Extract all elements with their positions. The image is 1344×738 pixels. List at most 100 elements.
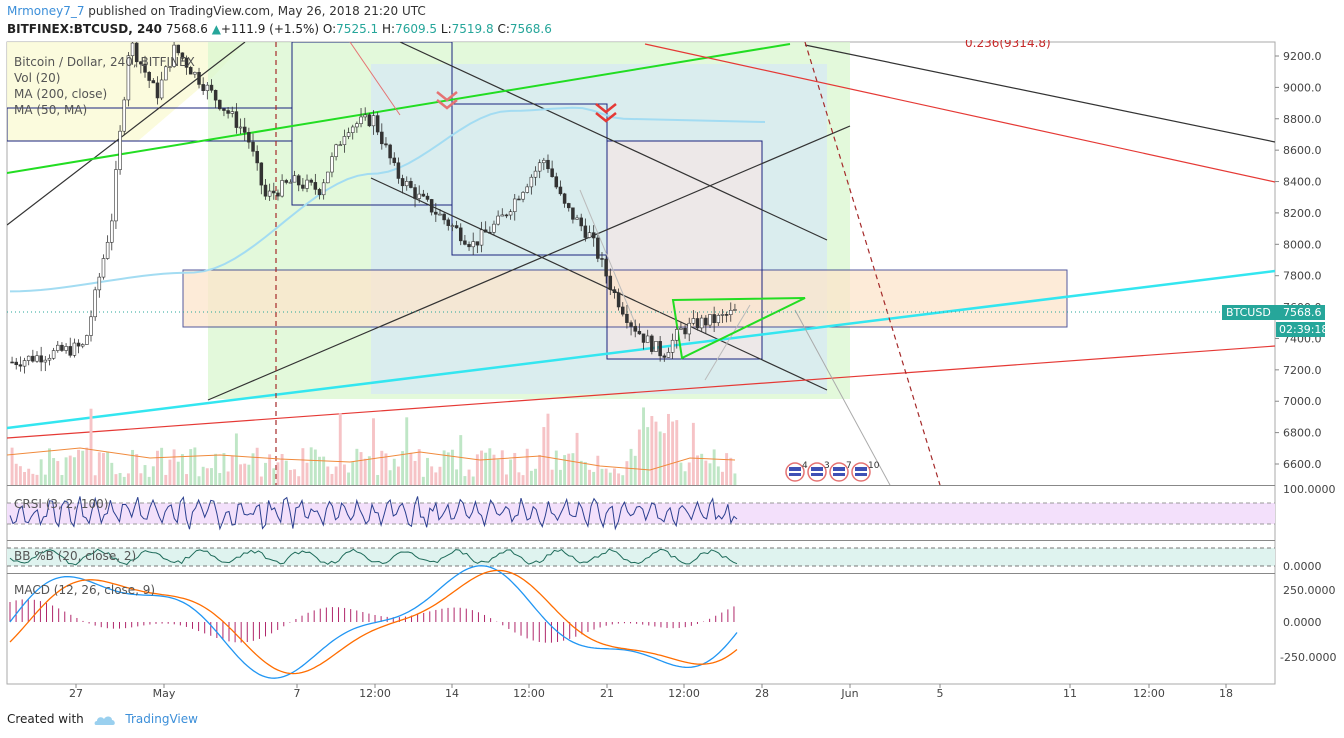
candle-body	[533, 170, 538, 178]
channel-upper[interactable]	[399, 42, 828, 241]
candle-body	[68, 346, 72, 356]
volume-bar	[27, 468, 31, 485]
candle-body	[641, 333, 646, 343]
trendline-dark-3[interactable]	[804, 44, 1275, 143]
footer: Created with TradingView	[7, 712, 198, 726]
candle-body	[126, 55, 131, 101]
event-flag-icon[interactable]: 10	[851, 461, 880, 482]
candle-body	[143, 63, 147, 73]
volume-bar	[513, 452, 517, 485]
volume-bar	[259, 476, 263, 485]
trendline-dark-1[interactable]	[7, 42, 246, 226]
candle-body	[247, 132, 251, 143]
volume-bar	[89, 408, 93, 485]
event-flag-icon[interactable]: 7	[829, 461, 852, 482]
candle-body	[255, 151, 259, 164]
volume-bar	[617, 473, 621, 485]
volume-bar	[309, 447, 313, 485]
candle-body	[724, 314, 729, 316]
candle-body	[151, 80, 156, 84]
candle-body	[263, 184, 268, 197]
volume-bar	[97, 452, 101, 485]
event-flag-icon[interactable]: 4	[785, 461, 808, 482]
volume-bar	[14, 463, 18, 485]
volume-bar	[434, 472, 438, 485]
event-flag-icon[interactable]: 3	[807, 461, 830, 482]
price-axis[interactable]: 9200.0 9000.0 8800.0 8600.0 8400.0 8200.0 8000…	[1275, 50, 1322, 471]
volume-bar	[426, 457, 429, 485]
close-value: 7568.6	[509, 22, 552, 36]
volume-bar	[318, 456, 321, 485]
volume-bar	[380, 450, 384, 485]
volume-bar	[23, 472, 26, 485]
volume-bar	[546, 413, 550, 485]
volume-bar	[384, 453, 388, 485]
volume-bar	[604, 468, 608, 485]
candle-body	[521, 192, 525, 200]
volume-bar	[126, 473, 130, 485]
volume-bar	[392, 458, 396, 485]
volume-bar	[85, 447, 89, 485]
price-tick-label: 8800.0	[1283, 113, 1322, 126]
candle-body	[222, 108, 226, 111]
projection-arrow-2	[704, 304, 751, 381]
volume-bar	[160, 447, 164, 485]
volume-bar	[118, 472, 122, 485]
candle-body	[301, 184, 305, 189]
candle-body	[496, 215, 500, 225]
candle-body	[450, 225, 455, 227]
trendline-red-high[interactable]	[644, 43, 1275, 183]
close-label: C:	[497, 22, 510, 36]
candle-body	[242, 126, 247, 133]
macd-tick-2: 0.0000	[1283, 616, 1322, 629]
volume-bar	[363, 458, 367, 485]
candle-body	[326, 171, 330, 184]
candle-body	[334, 144, 338, 157]
channel-lower[interactable]	[370, 177, 828, 391]
publisher-link[interactable]: Mrmoney7_7	[7, 4, 85, 18]
volume-bar	[139, 473, 143, 485]
candle-body	[205, 84, 210, 91]
trendline-green[interactable]	[7, 43, 791, 174]
symbol-label: BITFINEX:BTCUSD, 240	[7, 22, 163, 36]
candle-body	[147, 71, 151, 81]
economic-events[interactable]: 4 3 7 10	[785, 461, 880, 482]
candle-body	[729, 309, 733, 315]
trendline-red-low[interactable]	[7, 345, 1275, 439]
volume-bar	[222, 453, 226, 485]
candle-body	[180, 52, 185, 59]
chart-canvas[interactable]: 4 3 7 10 Bitcoin / Dollar, 240, BITFINEX Vo…	[0, 40, 1344, 704]
candle-body	[625, 313, 629, 323]
candle-body	[18, 364, 23, 367]
indicator-axis: 100.0000 0.0000 250.0000 0.0000 -250.000…	[1280, 483, 1336, 664]
trendline-cyan[interactable]	[7, 269, 1275, 430]
volume-bar	[367, 456, 371, 485]
volume-bar	[351, 461, 355, 485]
candle-body	[39, 355, 43, 363]
time-tick-label: 14	[445, 687, 459, 700]
time-tick-label: 12:00	[359, 687, 391, 700]
volume-bar	[696, 455, 699, 485]
candle-body	[666, 352, 671, 358]
event-count: 4	[802, 461, 808, 471]
sell-signal-chevron-1	[436, 91, 458, 110]
candle-body	[483, 229, 488, 233]
candle-body	[409, 181, 413, 188]
price-tick-label: 8400.0	[1283, 176, 1322, 189]
trendline-dark-2[interactable]	[207, 125, 851, 401]
tradingview-link[interactable]: TradingView	[125, 712, 198, 726]
candle-body	[621, 306, 625, 315]
legend-title: Bitcoin / Dollar, 240, BITFINEX	[14, 55, 195, 69]
candle-body	[89, 316, 93, 336]
volume-bar	[326, 466, 330, 485]
triangle-pattern[interactable]	[671, 297, 806, 360]
candle-body	[234, 111, 239, 128]
candle-body	[367, 114, 372, 127]
time-axis[interactable]: 27 May 7 12:00 14 12:00 21 12:00 28 Jun 5 11 12:00 18	[69, 684, 1233, 700]
crsi-tick: 100.0000	[1283, 483, 1336, 496]
legend-ma2: MA (50, MA)	[14, 103, 87, 117]
volume-bar	[550, 469, 554, 485]
candle-body	[313, 182, 318, 190]
bb-band	[7, 548, 1275, 566]
volume-bar	[708, 463, 712, 485]
